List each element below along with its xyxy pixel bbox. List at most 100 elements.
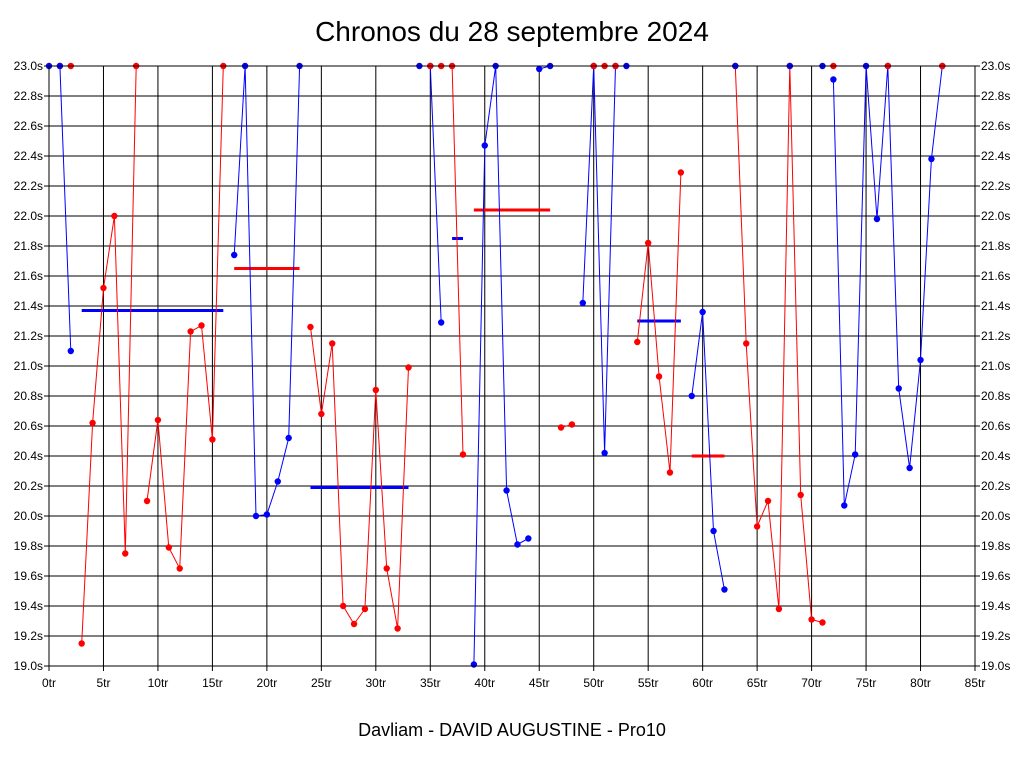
data-point [808,616,815,623]
y-tick-label-left: 20.0s [14,509,43,523]
y-tick-label-right: 23.0s [981,59,1010,73]
y-tick-label-left: 21.0s [14,359,43,373]
y-tick-label-left: 22.8s [14,89,43,103]
data-point [906,464,913,472]
y-tick-label-left: 22.0s [14,209,43,223]
average-lines [81,208,725,489]
data-point [568,421,576,428]
data-point [536,65,543,73]
y-tick-label-left: 22.6s [14,119,43,133]
y-tick-label-right: 21.4s [981,299,1010,313]
y-tick-label-right: 21.2s [981,329,1010,343]
data-point [459,451,467,458]
data-point [307,323,314,331]
y-tick-label-left: 20.4s [14,449,43,463]
data-point [231,251,238,259]
y-tick-label-right: 22.2s [981,179,1010,193]
data-point [830,76,837,83]
data-point [263,511,271,518]
x-tick-label: 50tr [583,676,604,690]
data-point [274,478,281,485]
series-line [146,65,224,571]
data-point [721,586,728,593]
x-tick-label: 45tr [529,676,550,690]
data-point [350,620,358,628]
data-point [176,565,183,572]
x-axis-ticks: 0tr 5tr 10tr 15tr 20tr 25tr 30tr 35tr 40tr 45tr 50… [42,666,985,690]
data-point [252,512,260,520]
x-tick-label: 20tr [257,676,278,690]
chart-title: Chronos du 28 septembre 2024 [315,16,709,47]
data-point [437,319,445,326]
x-tick-label: 10tr [148,676,169,690]
data-point [753,523,761,530]
y-tick-label-right: 22.4s [981,149,1010,163]
data-point [470,661,478,668]
y-tick-label-right: 21.8s [981,239,1010,253]
data-point [143,497,151,505]
x-tick-label: 70tr [801,676,822,690]
data-point [394,625,401,632]
data-point [339,602,347,610]
series-line [451,65,464,455]
data-point [503,487,510,494]
y-tick-label-left: 21.8s [14,239,43,253]
data-point [797,491,804,499]
y-tick-label-right: 19.0s [981,659,1010,673]
x-tick-label: 80tr [910,676,931,690]
y-tick-label-left: 20.2s [14,479,43,493]
x-tick-label: 65tr [747,676,768,690]
series-line [691,311,725,590]
data-point [764,497,772,505]
y-tick-label-left: 22.2s [14,179,43,193]
x-tick-label: 60tr [692,676,713,690]
y-tick-label-right: 20.2s [981,479,1010,493]
y-tick-label-left: 21.4s [14,299,43,313]
data-point [895,385,902,392]
series-line [49,65,72,352]
y-tick-label-right: 19.2s [981,629,1010,643]
data-point [285,434,292,442]
data-point [819,619,826,626]
data-point [318,410,325,418]
data-point [688,392,695,400]
y-tick-label-left: 21.2s [14,329,43,343]
data-point [165,544,173,551]
data-point [100,284,107,292]
data-point [78,640,85,647]
data-point [361,605,369,613]
x-tick-label: 0tr [42,676,56,690]
series-line [310,326,409,629]
series-line [81,65,137,644]
y-tick-label-left: 20.6s [14,419,43,433]
data-point [644,239,652,247]
data-point [405,364,412,371]
data-point [677,169,685,176]
x-tick-label: 85tr [965,676,986,690]
data-point [743,340,750,347]
y-tick-label-right: 21.0s [981,359,1010,373]
data-point [67,347,74,355]
x-tick-label: 5tr [96,676,110,690]
y-tick-label-left: 19.6s [14,569,43,583]
data-point [383,565,390,572]
y-tick-label-left: 19.8s [14,539,43,553]
chart-grid [48,65,976,667]
y-tick-label-right: 19.4s [981,599,1010,613]
data-point [329,340,336,347]
y-tick-label-left: 19.2s [14,629,43,643]
data-point [710,527,717,535]
data-point [187,328,194,335]
driver-label: Davliam - DAVID AUGUSTINE - Pro10 [358,720,666,740]
y-tick-label-right: 20.6s [981,419,1010,433]
data-point [699,308,706,316]
y-tick-label-right: 20.8s [981,389,1010,403]
y-tick-label-left: 20.8s [14,389,43,403]
data-point [666,469,674,476]
y-axis-ticks: 23.0s 23.0s 22.8s 22.8s 22.6s 22.6s 22.4s 22.4s… [14,59,1011,673]
data-point [111,212,118,220]
y-tick-label-right: 19.6s [981,569,1010,583]
data-point [557,424,565,431]
y-tick-label-left: 19.4s [14,599,43,613]
y-tick-label-right: 22.6s [981,119,1010,133]
